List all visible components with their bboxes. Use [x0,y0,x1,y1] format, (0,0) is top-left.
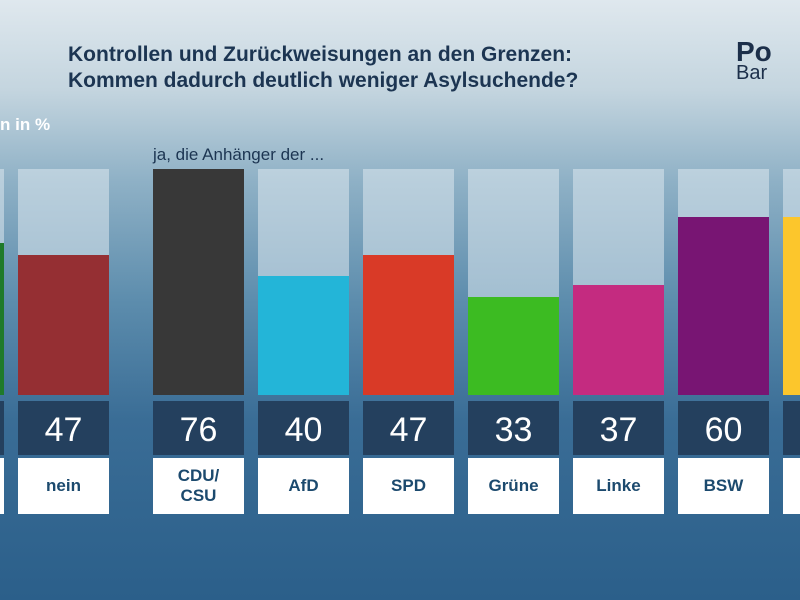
unit-label: n in % [0,115,51,134]
category-label: AfD [258,458,349,514]
category-label [783,458,800,514]
value-label: 47 [363,401,454,455]
category-label: BSW [678,458,769,514]
value-label [783,401,800,455]
category-text: CDU/ CSU [177,466,220,505]
bar [783,216,800,395]
bar [468,296,559,395]
value-label: 47 [18,401,109,455]
category-text: AfD [288,476,319,495]
category-text: Linke [596,476,641,495]
logo-text: Po [736,36,772,67]
bar [678,216,769,395]
category-text: BSW [703,476,744,495]
bar [363,255,454,395]
bar [573,284,664,395]
chart-title: Kontrollen und Zurückweisungen an den Gr… [68,42,578,94]
logo-subtext: Bar [736,62,768,84]
category-label: Linke [573,458,664,514]
value-label: 33 [468,401,559,455]
logo: Po Bar [736,36,772,85]
bar [18,255,109,395]
value-label: 40 [258,401,349,455]
category-text: Grüne [488,476,539,495]
value-label [0,401,4,455]
category-text: SPD [391,476,426,495]
category-label: Grüne [468,458,559,514]
bar [0,243,4,395]
category-label [0,458,4,514]
value-label: 37 [573,401,664,455]
bar [153,169,244,395]
category-text: nein [46,476,81,495]
category-label: nein [18,458,109,514]
category-label: CDU/ CSU [153,458,244,514]
category-label: SPD [363,458,454,514]
bar [258,276,349,395]
title-line-2: Kommen dadurch deutlich weniger Asylsuch… [68,69,579,92]
title-line-1: Kontrollen und Zurückweisungen an den Gr… [68,43,573,66]
value-label: 76 [153,401,244,455]
value-label: 60 [678,401,769,455]
chart-subtitle: ja, die Anhänger der ... [153,145,325,164]
